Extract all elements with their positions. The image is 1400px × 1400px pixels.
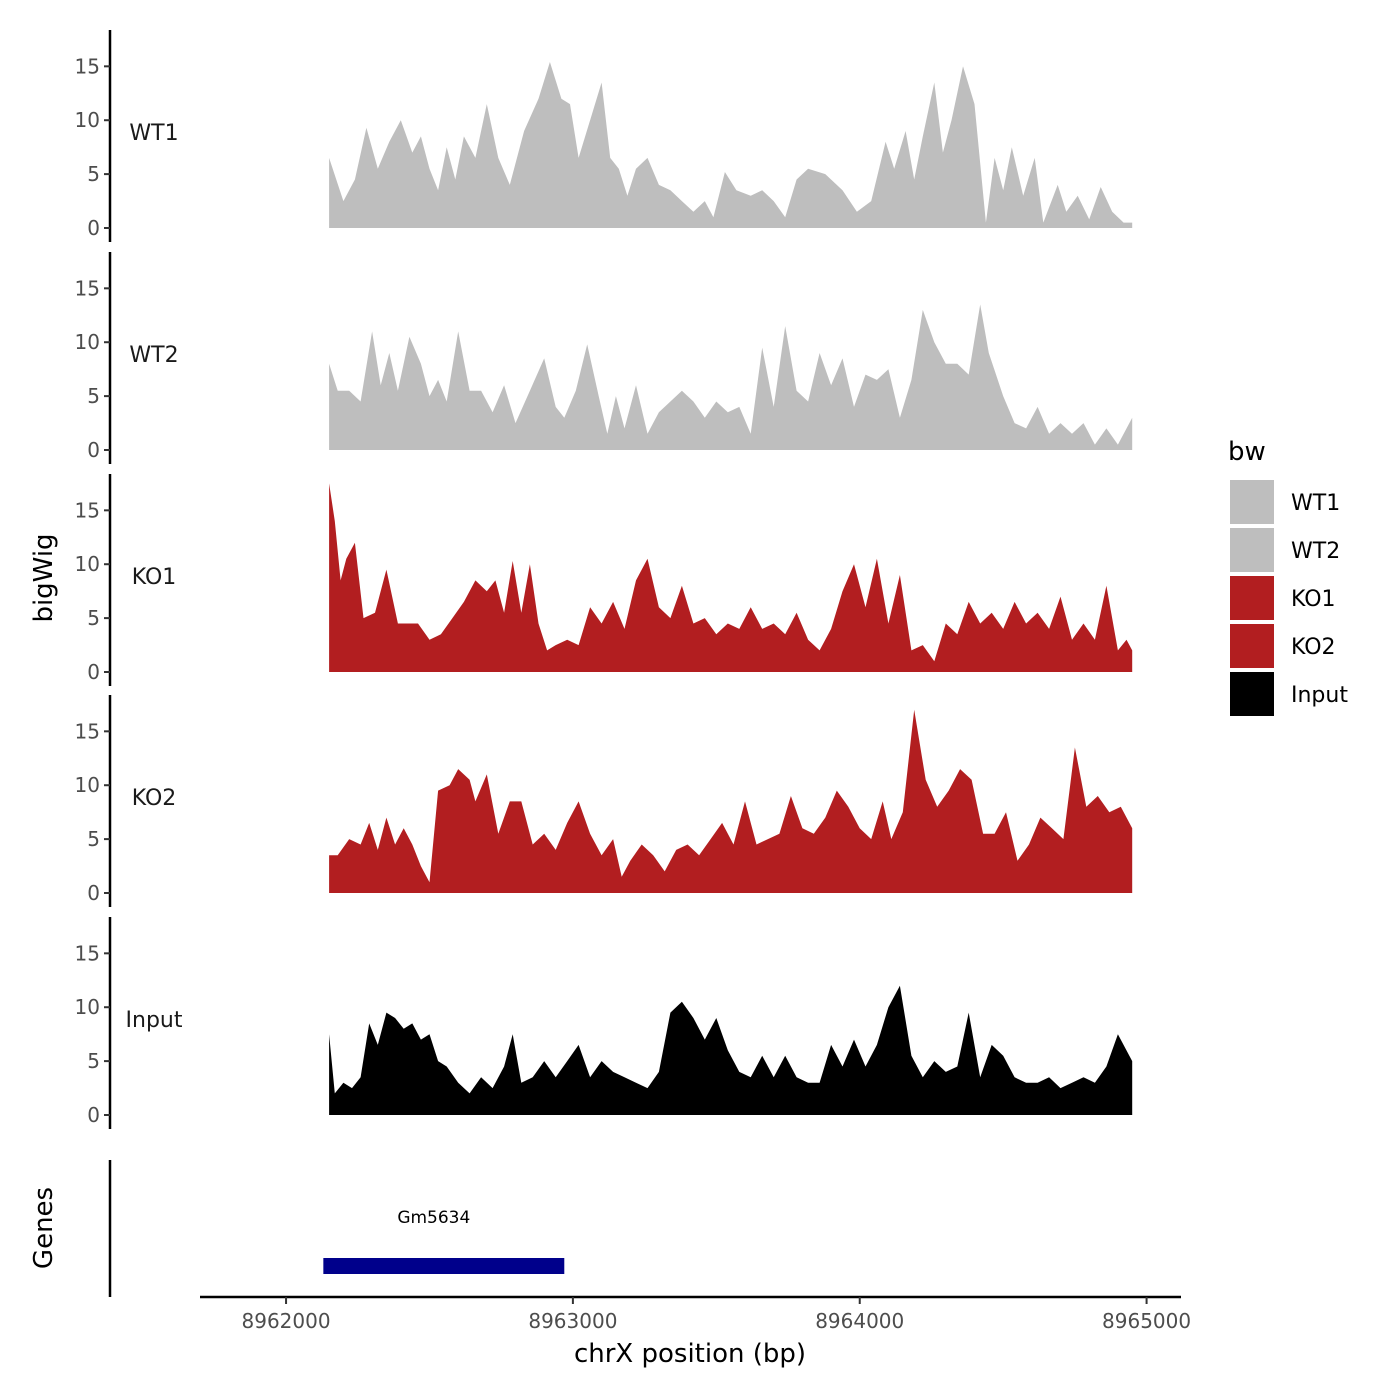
track-input: 0 5 10 15 Input [75,917,1133,1129]
x-tick-label: 8962000 [242,1309,331,1333]
x-tick-label: 8965000 [1102,1309,1191,1333]
y-tick-label: 5 [87,162,100,186]
gene-panel: Gm5634 [108,1160,565,1297]
legend-swatch [1230,528,1274,572]
legend-label: Input [1291,683,1348,708]
y-tick-label: 15 [75,719,100,743]
y-tick-label: 5 [87,1049,100,1073]
track-label: WT1 [129,121,178,146]
y-axis-title: bigWig [29,533,59,622]
y-tick-label: 0 [87,216,100,240]
y-tick-label: 15 [75,941,100,965]
legend-label: KO1 [1291,587,1336,612]
legend-item: WT1 [1230,480,1340,524]
y-tick-label: 15 [75,498,100,522]
x-tick-label: 8964000 [815,1309,904,1333]
x-axis-title: chrX position (bp) [574,1339,806,1369]
y-tick-label: 0 [87,438,100,462]
track-wt2: 0 5 10 15 WT2 [75,252,1133,464]
track-area-wt2 [329,304,1133,450]
legend-items: WT1 WT2 KO1 KO2 Input [1230,480,1348,716]
y-tick-label: 10 [75,773,100,797]
legend-label: WT1 [1291,491,1340,516]
y-tick-label: 5 [87,384,100,408]
legend-title: bw [1228,437,1266,467]
track-label: KO1 [132,565,177,590]
gene-bar [323,1258,565,1274]
x-tick-label: 8963000 [528,1309,617,1333]
x-axis: 8962000 8963000 8964000 8965000 [200,1295,1191,1333]
track-area-ko2 [329,709,1133,893]
tracks-layer: 0 5 10 15 WT1 0 5 10 15 WT2 0 5 10 15 KO1 0 5 10 15 KO2 0 5 10… [75,30,1133,1129]
track-ko2: 0 5 10 15 KO2 [75,695,1133,907]
track-area-ko1 [329,483,1133,672]
track-wt1: 0 5 10 15 WT1 [75,30,1133,242]
y-tick-label: 15 [75,276,100,300]
y-tick-label: 0 [87,660,100,684]
legend-swatch [1230,480,1274,524]
y-tick-label: 10 [75,552,100,576]
track-label: WT2 [129,343,178,368]
track-label: Input [126,1008,183,1033]
track-ko1: 0 5 10 15 KO1 [75,474,1133,686]
legend-label: KO2 [1291,635,1336,660]
y-tick-label: 10 [75,995,100,1019]
track-area-input [329,985,1133,1115]
y-tick-label: 10 [75,330,100,354]
gene-label: Gm5634 [397,1208,470,1228]
legend: bw WT1 WT2 KO1 KO2 Input [1228,437,1348,716]
y-tick-label: 10 [75,108,100,132]
y-tick-label: 5 [87,606,100,630]
legend-swatch [1230,576,1274,620]
legend-swatch [1230,672,1274,716]
legend-swatch [1230,624,1274,668]
y-tick-label: 0 [87,881,100,905]
legend-item: KO2 [1230,624,1336,668]
y-tick-label: 5 [87,827,100,851]
gene-panel-title: Genes [29,1187,59,1269]
track-area-wt1 [329,62,1133,228]
legend-label: WT2 [1291,539,1340,564]
legend-item: KO1 [1230,576,1336,620]
legend-item: Input [1230,672,1348,716]
y-tick-label: 0 [87,1103,100,1127]
legend-item: WT2 [1230,528,1340,572]
y-tick-label: 15 [75,54,100,78]
track-label: KO2 [132,786,177,811]
